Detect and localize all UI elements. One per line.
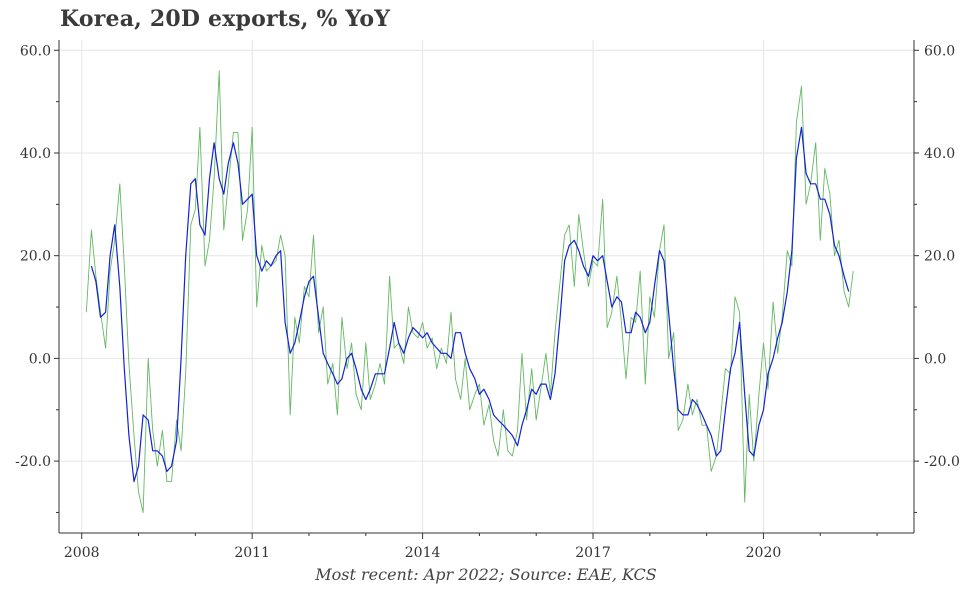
y-tick-label-right: 60.0 [924,43,955,59]
y-tick-label-left: 40.0 [20,146,51,162]
chart-footnote: Most recent: Apr 2022; Source: EAE, KCS [315,565,657,584]
x-tick-label: 2017 [575,545,611,561]
y-tick-label-right: 20.0 [924,249,955,265]
y-tick-label-right: -20.0 [924,454,960,470]
y-tick-label-left: 60.0 [20,43,51,59]
x-tick-label: 2011 [234,545,270,561]
series-lines [85,70,854,513]
y-tick-label-left: 20.0 [20,249,51,265]
green-series-line [85,70,854,513]
x-tick-label: 2014 [405,545,441,561]
y-tick-label-right: 40.0 [924,146,955,162]
x-tick-label: 2020 [746,545,782,561]
x-tick-label: 2008 [64,545,100,561]
y-tick-label-right: 0.0 [924,351,946,367]
chart-title: Korea, 20D exports, % YoY [60,6,391,32]
y-tick-label-left: -20.0 [15,454,51,470]
y-tick-label-left: 0.0 [29,351,51,367]
blue-series-line [90,126,850,483]
tick-labels: -20.0 -20.0 0.0 0.0 20.0 20.0 40.0 40.0 60.0 60.0… [15,43,960,561]
axes [54,40,919,539]
gridlines [59,40,914,533]
